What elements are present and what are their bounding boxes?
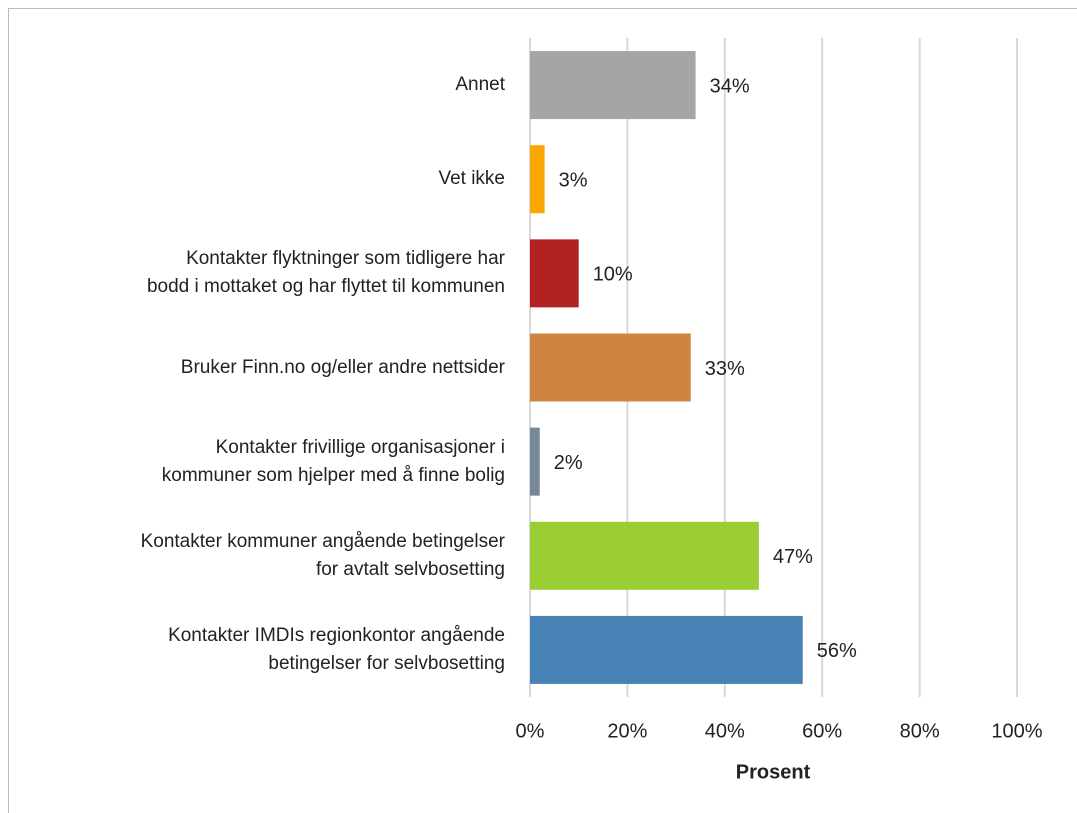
x-tick-label: 60% — [802, 720, 842, 742]
value-label: 33% — [705, 358, 745, 380]
y-tick-label: Vet ikke — [438, 168, 505, 190]
x-tick-label: 0% — [516, 720, 545, 742]
x-tick-label: 40% — [705, 720, 745, 742]
y-tick-label: Annet — [455, 74, 505, 96]
y-tick-label: Kontakter IMDIs regionkontor angående be… — [168, 624, 505, 674]
y-tick-label: Kontakter kommuner angående betingelser … — [140, 530, 505, 580]
value-label: 56% — [817, 640, 857, 662]
bar — [530, 145, 545, 214]
chart-border — [8, 8, 1077, 813]
x-tick-label: 100% — [991, 720, 1042, 742]
bar — [530, 51, 696, 120]
value-label: 2% — [554, 452, 583, 474]
bar — [530, 427, 540, 496]
y-tick-label: Bruker Finn.no og/eller andre nettsider — [180, 356, 505, 378]
value-label: 3% — [559, 169, 588, 191]
bar — [530, 521, 759, 590]
x-axis-title: Prosent — [736, 761, 811, 783]
x-tick-label: 80% — [900, 720, 940, 742]
y-tick-label: Kontakter frivillige organisasjoner i ko… — [161, 436, 505, 486]
x-tick-label: 20% — [607, 720, 647, 742]
bar — [530, 333, 691, 402]
value-label: 47% — [773, 546, 813, 568]
bar — [530, 615, 803, 684]
value-label: 34% — [710, 75, 750, 97]
value-label: 10% — [593, 264, 633, 286]
y-tick-label: Kontakter flyktninger som tidligere har … — [146, 248, 505, 298]
bar — [530, 239, 579, 308]
